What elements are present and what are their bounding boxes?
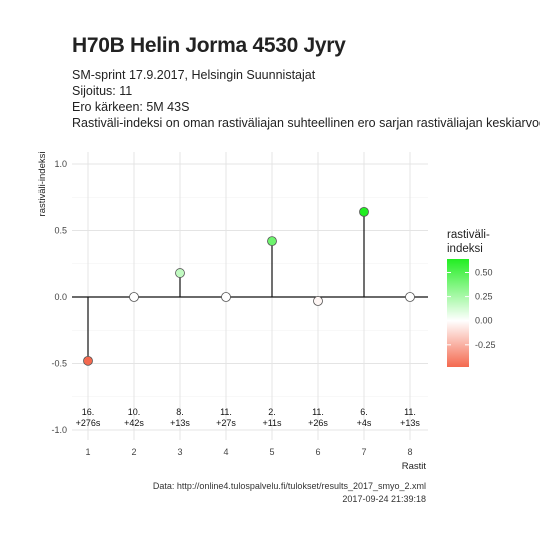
x-tick-label: 2 bbox=[131, 447, 136, 457]
x-tick-label: 4 bbox=[223, 447, 228, 457]
x-tick-label: 5 bbox=[269, 447, 274, 457]
point-time-label: +42s bbox=[124, 418, 144, 428]
y-tick-label: 0.0 bbox=[54, 292, 67, 302]
y-tick-label: -1.0 bbox=[51, 425, 67, 435]
legend-title-line-1: rastiväli- bbox=[447, 229, 490, 241]
lollipop-point bbox=[129, 292, 139, 302]
lollipop-point bbox=[175, 268, 185, 278]
subtitle-placement: Sijoitus: 11 bbox=[72, 84, 133, 98]
point-time-label: +11s bbox=[262, 418, 282, 428]
point-time-label: +276s bbox=[76, 418, 101, 428]
legend-tick-label: -0.25 bbox=[475, 340, 496, 350]
legend-tick-label: 0.50 bbox=[475, 268, 493, 278]
y-tick-label: 1.0 bbox=[54, 159, 67, 169]
lollipop-point bbox=[267, 236, 277, 247]
lollipop-point bbox=[313, 296, 323, 306]
subtitle-event: SM-sprint 17.9.2017, Helsingin Suunnista… bbox=[72, 68, 316, 82]
lollipop-point bbox=[221, 292, 231, 302]
point-rank-label: 11. bbox=[404, 407, 416, 417]
x-tick-label: 3 bbox=[177, 447, 182, 457]
x-axis-title: Rastit bbox=[402, 461, 427, 472]
point-rank-label: 6. bbox=[360, 407, 368, 417]
point-time-label: +26s bbox=[308, 418, 328, 428]
point-rank-label: 10. bbox=[128, 407, 141, 417]
point-time-label: +13s bbox=[400, 418, 420, 428]
subtitle-description: Rastiväli-indeksi on oman rastiväliajan … bbox=[72, 116, 540, 130]
point-time-label: +13s bbox=[170, 418, 190, 428]
legend-tick-label: 0.00 bbox=[475, 316, 493, 326]
lollipop-point bbox=[405, 292, 415, 302]
y-tick-label: -0.5 bbox=[51, 359, 67, 369]
x-tick-label: 6 bbox=[315, 447, 320, 457]
x-tick-label: 1 bbox=[85, 447, 90, 457]
point-time-label: +4s bbox=[357, 418, 372, 428]
x-tick-label: 7 bbox=[361, 447, 366, 457]
x-tick-label: 8 bbox=[407, 447, 412, 457]
lollipop-point bbox=[359, 206, 369, 217]
point-rank-label: 11. bbox=[312, 407, 324, 417]
point-rank-label: 2. bbox=[268, 407, 276, 417]
subtitle-gap: Ero kärkeen: 5M 43S bbox=[72, 100, 190, 114]
point-rank-label: 16. bbox=[82, 407, 95, 417]
y-axis-title: rastiväli-indeksi bbox=[37, 152, 48, 217]
timestamp-caption: 2017-09-24 21:39:18 bbox=[342, 494, 426, 504]
point-time-label: +27s bbox=[216, 418, 236, 428]
lollipop-point bbox=[83, 355, 93, 366]
point-rank-label: 11. bbox=[220, 407, 232, 417]
y-tick-label: 0.5 bbox=[54, 226, 67, 236]
data-source-caption: Data: http://online4.tulospalvelu.fi/tul… bbox=[152, 481, 426, 491]
legend-color-bar bbox=[447, 259, 469, 367]
legend-title-line-2: indeksi bbox=[447, 243, 483, 255]
legend-tick-label: 0.25 bbox=[475, 292, 493, 302]
chart-title: H70B Helin Jorma 4530 Jyry bbox=[72, 34, 346, 57]
point-rank-label: 8. bbox=[176, 407, 184, 417]
